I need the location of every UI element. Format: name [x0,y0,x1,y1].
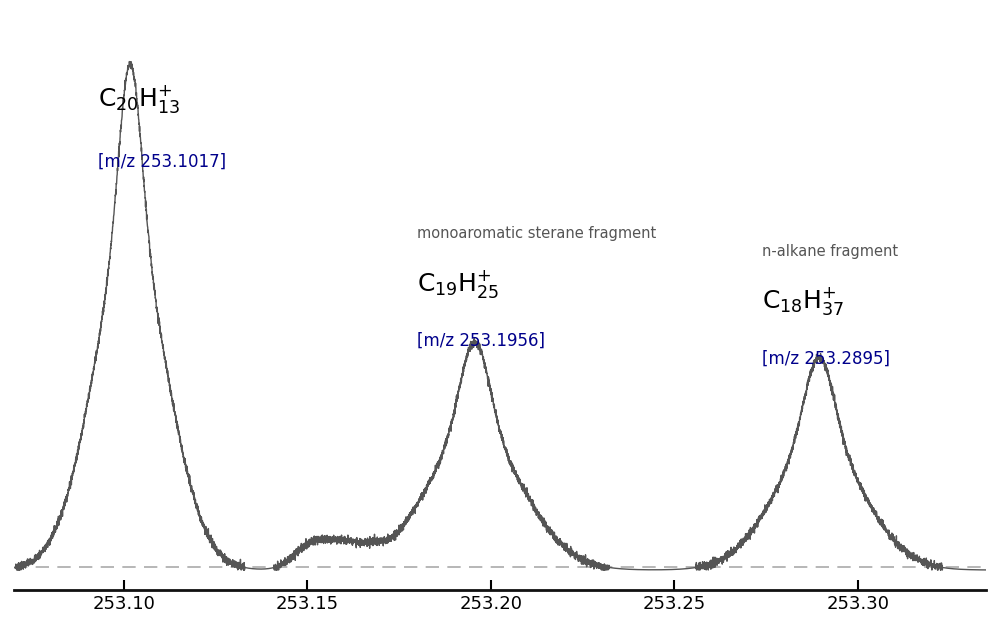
Text: $\mathregular{C}_{20}\mathregular{H}_{13}^{+}$: $\mathregular{C}_{20}\mathregular{H}_{13… [98,83,181,115]
Text: $\mathregular{C}_{19}\mathregular{H}_{25}^{+}$: $\mathregular{C}_{19}\mathregular{H}_{25… [417,268,500,300]
Text: [m/z 253.2895]: [m/z 253.2895] [762,350,890,368]
Text: monoaromatic sterane fragment: monoaromatic sterane fragment [417,226,657,241]
Text: [m/z 253.1956]: [m/z 253.1956] [417,332,545,350]
Text: [m/z 253.1017]: [m/z 253.1017] [98,152,226,171]
Text: $\mathregular{C}_{18}\mathregular{H}_{37}^{+}$: $\mathregular{C}_{18}\mathregular{H}_{37… [762,285,845,317]
Text: n-alkane fragment: n-alkane fragment [762,244,898,259]
